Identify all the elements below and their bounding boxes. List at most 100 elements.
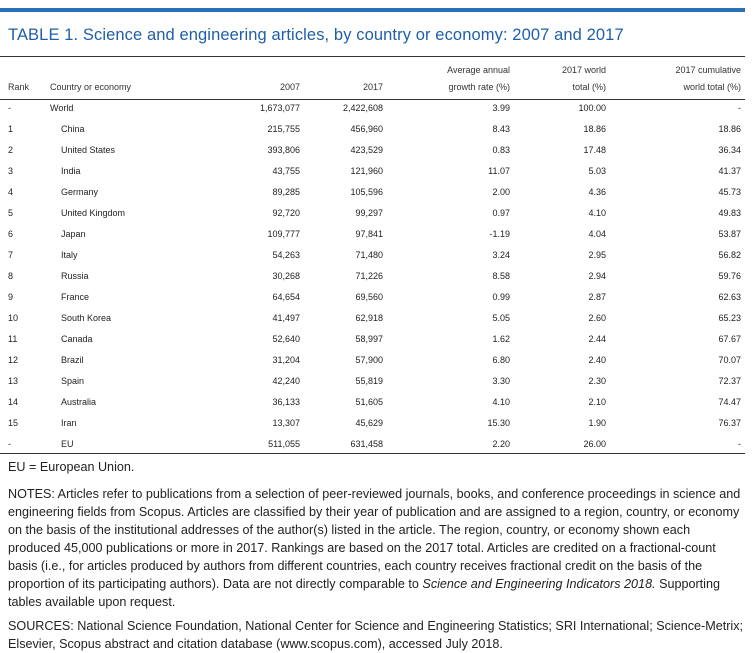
cell-y2017: 121,960: [350, 166, 383, 176]
cell-cum: 36.34: [718, 145, 741, 155]
header-cum-line1: 2017 cumulative: [675, 65, 741, 75]
cell-rank: 14: [8, 397, 19, 407]
cell-y2017: 58,997: [355, 334, 383, 344]
header-country: Country or economy: [50, 82, 132, 92]
cell-country: South Korea: [61, 313, 112, 323]
cell-y2017: 2,422,608: [342, 103, 383, 113]
cell-rank: 9: [8, 292, 14, 302]
cell-growth: 3.99: [492, 103, 510, 113]
cell-rank: -: [8, 103, 11, 113]
cell-y2017: 456,960: [350, 124, 383, 134]
cell-share: 2.87: [588, 292, 606, 302]
cell-y2007: 41,497: [272, 313, 300, 323]
cell-cum: 74.47: [718, 397, 741, 407]
cell-share: 2.95: [588, 250, 606, 260]
cell-country: Japan: [61, 229, 86, 239]
cell-y2017: 45,629: [355, 418, 383, 428]
cell-y2017: 423,529: [350, 145, 383, 155]
cell-y2007: 31,204: [272, 355, 300, 365]
cell-y2007: 30,268: [272, 271, 300, 281]
cell-rank: 3: [8, 166, 14, 176]
cell-country: United Kingdom: [61, 208, 126, 218]
cell-y2017: 105,596: [350, 187, 383, 197]
sources-paragraph: SOURCES: National Science Foundation, Na…: [8, 619, 744, 651]
cell-y2007: 1,673,077: [259, 103, 300, 113]
header-cum-line2: world total (%): [683, 82, 741, 92]
cell-share: 2.30: [588, 376, 606, 386]
header-2007: 2007: [279, 82, 300, 92]
cell-y2007: 43,755: [272, 166, 300, 176]
header-growth-line2: growth rate (%): [448, 82, 510, 92]
eu-footnote: EU = European Union.: [8, 460, 135, 474]
cell-growth: 0.99: [492, 292, 510, 302]
cell-share: 100.00: [578, 103, 606, 113]
cell-y2017: 55,819: [355, 376, 383, 386]
cell-y2017: 97,841: [355, 229, 383, 239]
cell-growth: 2.20: [492, 439, 510, 449]
cell-country: EU: [61, 439, 74, 449]
header-share-line2: total (%): [572, 82, 606, 92]
cell-y2007: 54,263: [272, 250, 300, 260]
cell-share: 4.36: [588, 187, 606, 197]
notes-paragraph: NOTES: Articles refer to publications fr…: [8, 485, 743, 611]
cell-y2017: 62,918: [355, 313, 383, 323]
cell-country: World: [50, 103, 74, 113]
cell-cum: 76.37: [718, 418, 741, 428]
cell-share: 4.04: [588, 229, 606, 239]
cell-growth: 3.24: [492, 250, 510, 260]
table-bottom-rule: [0, 453, 745, 454]
cell-rank: 12: [8, 355, 19, 365]
cell-cum: 45.73: [718, 187, 741, 197]
cell-cum: 49.83: [718, 208, 741, 218]
cell-growth: 8.58: [492, 271, 510, 281]
cell-cum: 56.82: [718, 250, 741, 260]
cell-rank: 5: [8, 208, 14, 218]
cell-cum: -: [738, 103, 741, 113]
top-accent-bar: [0, 8, 745, 12]
cell-share: 5.03: [588, 166, 606, 176]
cell-growth: 6.80: [492, 355, 510, 365]
cell-cum: 70.07: [718, 355, 741, 365]
notes-text: NOTES: Articles refer to publications fr…: [8, 487, 741, 591]
header-top-rule: [0, 56, 745, 57]
cell-y2017: 99,297: [355, 208, 383, 218]
cell-country: United States: [61, 145, 116, 155]
cell-rank: 8: [8, 271, 14, 281]
cell-y2007: 42,240: [272, 376, 300, 386]
cell-growth: 8.43: [492, 124, 510, 134]
cell-growth: 1.62: [492, 334, 510, 344]
cell-share: 2.40: [588, 355, 606, 365]
cell-growth: 11.07: [488, 166, 510, 176]
cell-country: Spain: [61, 376, 85, 386]
cell-country: Russia: [61, 271, 89, 281]
cell-rank: 11: [8, 334, 18, 344]
cell-country: Canada: [61, 334, 93, 344]
cell-share: 2.60: [588, 313, 606, 323]
cell-share: 2.10: [588, 397, 606, 407]
cell-y2007: 64,654: [272, 292, 300, 302]
cell-cum: 41.37: [718, 166, 741, 176]
cell-share: 4.10: [588, 208, 606, 218]
cell-y2007: 13,307: [272, 418, 300, 428]
cell-country: France: [61, 292, 90, 302]
header-growth-line1: Average annual: [447, 65, 510, 75]
cell-growth: 15.30: [487, 418, 510, 428]
cell-y2007: 109,777: [267, 229, 300, 239]
cell-cum: 72.37: [718, 376, 741, 386]
cell-y2007: 215,755: [267, 124, 300, 134]
cell-rank: 1: [8, 124, 14, 134]
cell-growth: 3.30: [492, 376, 510, 386]
cell-growth: -1.19: [489, 229, 510, 239]
cell-country: Italy: [61, 250, 78, 260]
cell-cum: 67.67: [718, 334, 741, 344]
cell-share: 2.44: [588, 334, 606, 344]
cell-cum: 65.23: [718, 313, 741, 323]
cell-cum: 59.76: [718, 271, 741, 281]
notes-text-end: Supporting tables available upon request…: [8, 577, 720, 609]
cell-rank: 10: [8, 313, 19, 323]
header-rank: Rank: [8, 82, 30, 92]
table-title: TABLE 1. Science and engineering article…: [8, 26, 624, 44]
cell-cum: -: [738, 439, 741, 449]
cell-rank: -: [8, 439, 11, 449]
cell-growth: 5.05: [492, 313, 510, 323]
